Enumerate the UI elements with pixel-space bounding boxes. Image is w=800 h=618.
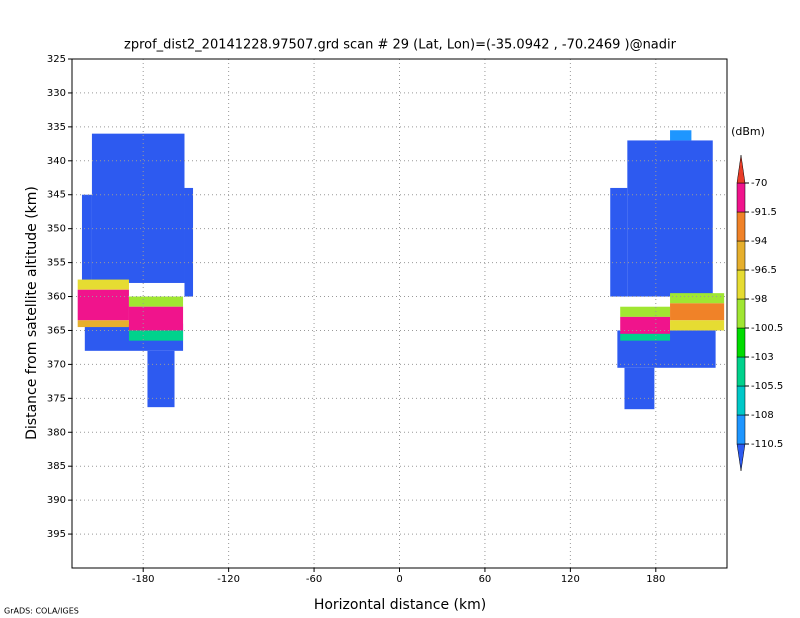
chart-title: zprof_dist2_20141228.97507.grd scan # 29… xyxy=(124,38,677,53)
colorbar-unit: (dBm) xyxy=(731,125,765,138)
colorbar-triangle xyxy=(736,154,746,184)
y-tick-label: 380 xyxy=(47,427,66,438)
y-tick-label: 360 xyxy=(47,292,66,303)
colorbar-box xyxy=(736,356,746,387)
x-tick-label: 120 xyxy=(561,574,580,585)
y-tick-label: 340 xyxy=(47,156,66,167)
y-tick-label: 385 xyxy=(47,461,66,472)
y-tick-label: 365 xyxy=(47,325,66,336)
x-tick-label: -120 xyxy=(217,574,240,585)
footer: GrADS: COLA/IGES xyxy=(4,607,79,616)
y-tick-label: 325 xyxy=(47,54,66,65)
y-tick-label: 395 xyxy=(47,529,66,540)
cell xyxy=(670,293,725,304)
colorbar-box xyxy=(736,211,746,242)
cell xyxy=(128,330,184,341)
y-tick-label: 375 xyxy=(47,393,66,404)
cell xyxy=(147,350,175,408)
y-tick-label: 335 xyxy=(47,122,66,133)
cell xyxy=(670,303,725,321)
cell xyxy=(620,316,671,334)
colorbar-label: -105.5 xyxy=(751,381,783,392)
cell xyxy=(77,320,129,328)
cell xyxy=(620,333,671,341)
cell xyxy=(128,296,184,307)
x-tick-label: 60 xyxy=(479,574,492,585)
cell xyxy=(627,140,713,297)
colorbar-triangle xyxy=(736,443,746,472)
plot-frame xyxy=(71,58,728,569)
cell xyxy=(91,133,185,283)
colorbar-box xyxy=(736,385,746,416)
y-tick-label: 370 xyxy=(47,359,66,370)
cells xyxy=(77,130,725,410)
cell xyxy=(670,130,692,141)
colorbar-label: -70 xyxy=(751,178,767,189)
y-axis-label: Distance from satellite altitude (km) xyxy=(24,186,40,440)
y-tick-label: 350 xyxy=(47,224,66,235)
y-tick-label: 390 xyxy=(47,495,66,506)
colorbar-box xyxy=(736,269,746,300)
x-tick-label: 180 xyxy=(646,574,665,585)
colorbar-label: -98 xyxy=(751,294,767,305)
colorbar-label: -96.5 xyxy=(751,265,777,276)
cell xyxy=(624,367,655,410)
x-tick-label: -180 xyxy=(132,574,155,585)
colorbar-label: -94 xyxy=(751,236,767,247)
y-tick-label: 345 xyxy=(47,190,66,201)
cell xyxy=(81,194,92,283)
cell xyxy=(77,289,129,321)
cell xyxy=(184,187,194,297)
cell xyxy=(77,279,129,290)
colorbar-box xyxy=(736,327,746,358)
cell xyxy=(670,320,725,331)
colorbar-label: -108 xyxy=(751,410,774,421)
colorbar-box xyxy=(736,182,746,213)
colorbar-box xyxy=(736,298,746,329)
x-axis-label: Horizontal distance (km) xyxy=(314,597,486,613)
colorbar-label: -100.5 xyxy=(751,323,783,334)
x-tick-label: -60 xyxy=(306,574,322,585)
colorbar-label: -110.5 xyxy=(751,439,783,450)
cell xyxy=(620,306,671,317)
axes: -180 -120 -60 0 60 120 180 325 330 335 340 345 350 35… xyxy=(47,54,783,585)
colorbar-label: -91.5 xyxy=(751,207,777,218)
colorbar-box xyxy=(736,414,746,445)
cell xyxy=(128,306,184,331)
x-tick-label: 0 xyxy=(396,574,402,585)
cell xyxy=(610,187,628,297)
y-tick-label: 355 xyxy=(47,258,66,269)
y-tick-label: 330 xyxy=(47,88,66,99)
colorbar-label: -103 xyxy=(751,352,774,363)
colorbar-box xyxy=(736,240,746,271)
